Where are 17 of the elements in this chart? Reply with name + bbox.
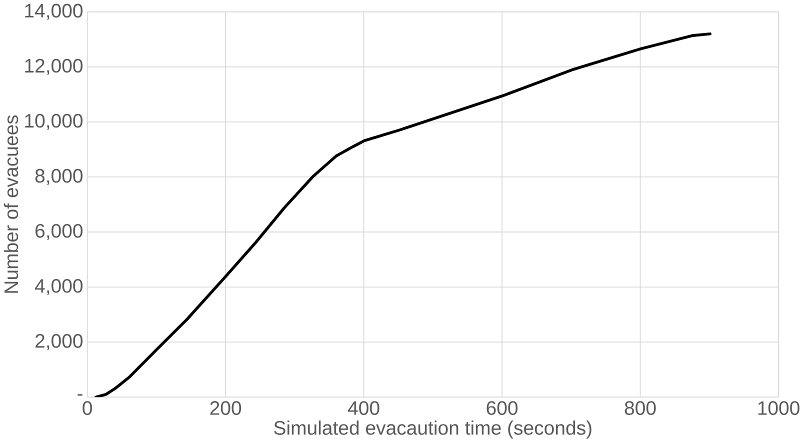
- x-tick-label: 800: [624, 401, 656, 416]
- x-tick-label: 400: [348, 401, 380, 416]
- x-tick-label: 200: [210, 401, 242, 416]
- x-tick-label: 1000: [758, 401, 800, 416]
- y-tick-label: 8,000: [35, 169, 83, 186]
- y-tick-label: 2,000: [36, 334, 83, 350]
- y-axis-title: Number of evacuees: [4, 116, 18, 293]
- y-tick-label: 14,000: [25, 4, 83, 20]
- x-axis-title: Simulated evacaution time (seconds): [274, 420, 592, 439]
- y-tick-label: -: [78, 394, 82, 396]
- x-tick-label: 600: [486, 401, 518, 416]
- line-series: [94, 32, 712, 398]
- y-tick-label: 4,000: [34, 279, 83, 296]
- y-tick-label: 12,000: [25, 59, 83, 76]
- x-tick-label: 0: [82, 401, 92, 416]
- y-tick-label: 6,000: [36, 224, 83, 240]
- y-tick-label: 10,000: [25, 114, 83, 130]
